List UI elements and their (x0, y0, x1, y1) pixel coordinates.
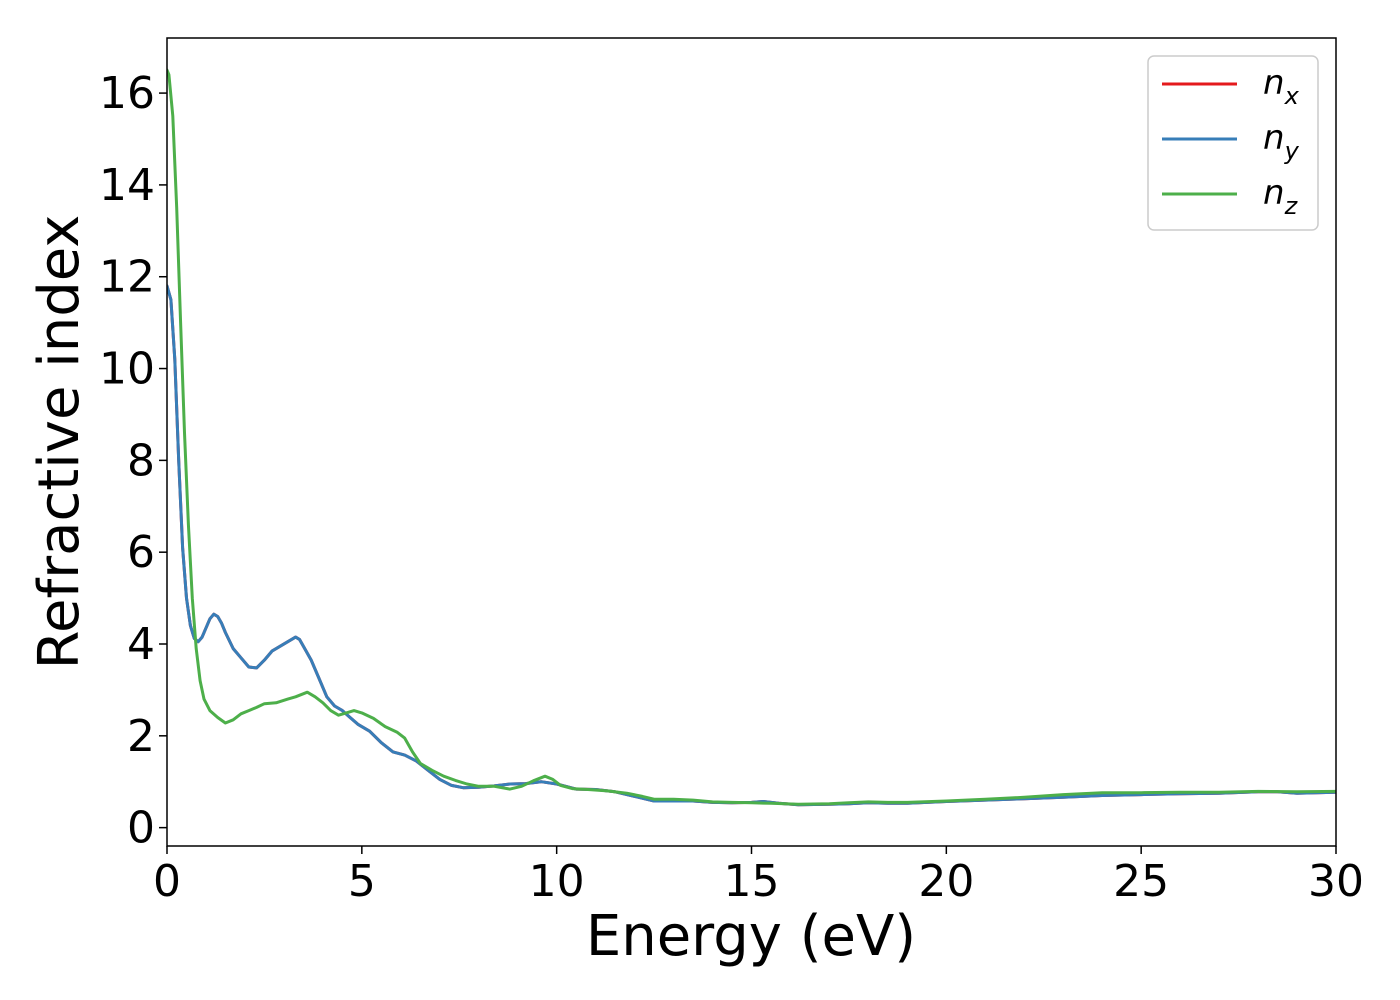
x-tick-label: 0 (153, 856, 181, 907)
legend-label-sub: y (1284, 137, 1300, 165)
legend-label-main: n (1263, 118, 1285, 158)
y-tick-label: 2 (127, 711, 155, 762)
y-tick-label: 16 (99, 68, 155, 119)
series-line-z (167, 68, 1336, 806)
legend-box (1147, 55, 1319, 231)
legend-label-main: n (1263, 173, 1285, 213)
y-tick-label: 12 (99, 252, 155, 303)
y-tick-label: 0 (127, 803, 155, 854)
y-tick-label: 10 (99, 344, 155, 395)
x-tick-label: 30 (1308, 856, 1364, 907)
y-tick-label: 14 (99, 160, 155, 211)
x-tick-label: 25 (1113, 856, 1169, 907)
x-axis: 0 5 10 15 20 25 30 (153, 846, 1364, 907)
y-axis-title: Refractive index (27, 215, 92, 670)
y-tick-label: 8 (127, 435, 155, 486)
legend-label-y: ny (1263, 118, 1300, 165)
x-axis-title: Energy (eV) (586, 904, 916, 969)
legend-label-sub: x (1284, 82, 1300, 110)
x-tick-label: 15 (724, 856, 780, 907)
y-tick-label: 6 (127, 527, 155, 578)
legend-label-z: nz (1263, 173, 1299, 220)
x-tick-label: 20 (918, 856, 974, 907)
legend-label-x: nx (1263, 63, 1300, 110)
y-axis: 0 2 4 6 8 10 12 14 16 (99, 68, 167, 854)
x-tick-label: 5 (348, 856, 376, 907)
x-tick-label: 10 (529, 856, 585, 907)
legend-label-sub: z (1284, 192, 1299, 220)
legend-label-main: n (1263, 63, 1285, 103)
series-line-x (167, 284, 1336, 807)
y-tick-label: 4 (127, 619, 155, 670)
series-line-y (167, 284, 1336, 807)
